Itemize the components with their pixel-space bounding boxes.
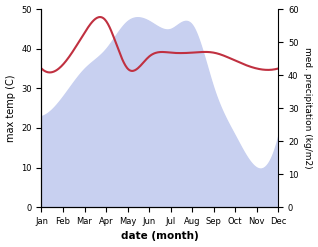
X-axis label: date (month): date (month) — [121, 231, 199, 242]
Y-axis label: med. precipitation (kg/m2): med. precipitation (kg/m2) — [303, 47, 313, 169]
Y-axis label: max temp (C): max temp (C) — [5, 74, 16, 142]
